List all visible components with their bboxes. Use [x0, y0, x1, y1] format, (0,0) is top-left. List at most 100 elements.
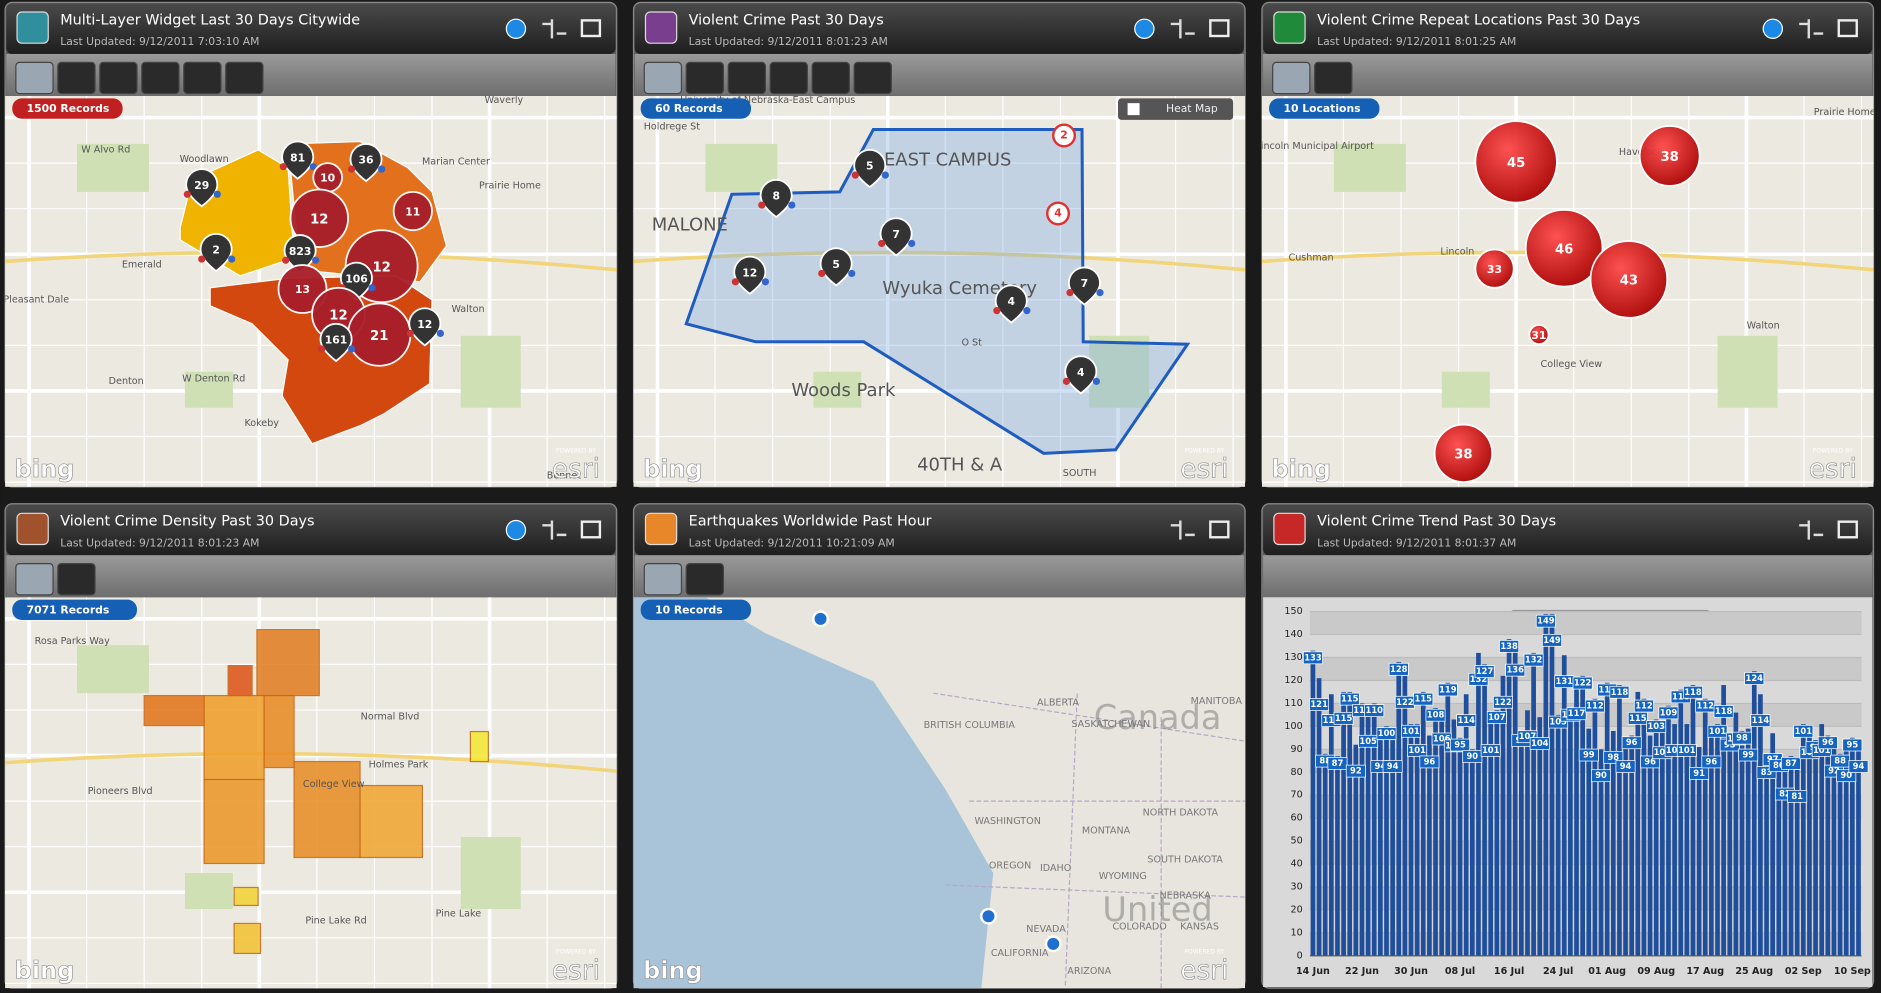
bar — [1837, 753, 1843, 956]
share-button[interactable] — [1170, 520, 1195, 540]
bar — [1500, 675, 1506, 956]
maximize-button[interactable] — [1837, 520, 1858, 539]
value-label-box — [1486, 711, 1507, 724]
toolbar-tab[interactable] — [183, 61, 222, 95]
share-button[interactable] — [542, 19, 567, 39]
cluster-circle[interactable] — [1474, 120, 1558, 204]
bar — [1359, 703, 1365, 956]
locate-button[interactable] — [1762, 18, 1783, 39]
toolbar-tab[interactable] — [1272, 61, 1311, 95]
records-badge — [640, 599, 752, 621]
cluster-count: 12 — [742, 266, 757, 279]
share-button[interactable] — [1799, 19, 1824, 39]
y-tick-label: 60 — [1290, 813, 1302, 824]
place-label: W Alvo Rd — [81, 144, 130, 155]
cluster-pin[interactable] — [1067, 266, 1101, 306]
cluster-pin[interactable] — [1064, 355, 1098, 395]
toolbar-tab[interactable] — [727, 61, 767, 95]
locate-button[interactable] — [505, 519, 527, 541]
cluster-count: 7 — [892, 228, 900, 241]
x-tick-label: 22 Jun — [1345, 966, 1379, 977]
toolbar-tab[interactable] — [15, 61, 54, 95]
cluster-pin[interactable] — [1046, 201, 1071, 226]
panel-updated: Last Updated: 9/12/2011 10:21:09 AM — [689, 536, 895, 549]
bar — [1568, 708, 1573, 956]
cluster-pin[interactable] — [994, 284, 1028, 324]
cluster-circle[interactable] — [277, 264, 328, 314]
cluster-circle[interactable] — [1474, 248, 1515, 289]
toolbar-tab[interactable] — [141, 61, 180, 95]
share-button[interactable] — [1799, 520, 1824, 540]
cluster-circle[interactable] — [1638, 125, 1701, 187]
toolbar-tab[interactable] — [853, 61, 892, 95]
y-tick-label: 140 — [1284, 629, 1302, 640]
toolbar-tab[interactable] — [99, 61, 138, 95]
toolbar-tab[interactable] — [57, 563, 96, 596]
value-label-box — [1499, 640, 1520, 653]
cluster-pin[interactable] — [853, 149, 887, 189]
toolbar-tab[interactable] — [15, 563, 54, 596]
value-label: 87 — [1332, 758, 1344, 768]
toolbar-tab[interactable] — [643, 563, 683, 596]
cluster-pin[interactable] — [185, 168, 219, 208]
grid-band — [1309, 657, 1862, 681]
cluster-circle[interactable] — [1589, 240, 1669, 319]
cluster-pin[interactable] — [1052, 123, 1077, 148]
value-label: 101 — [1813, 745, 1831, 755]
maximize-button[interactable] — [580, 19, 602, 38]
value-label: 96 — [1424, 756, 1436, 766]
heatmap-toggle[interactable] — [1117, 98, 1234, 120]
toolbar-tab[interactable] — [769, 61, 808, 95]
place-label: MONTANA — [1082, 826, 1131, 837]
toolbar-tab[interactable] — [685, 563, 725, 596]
maximize-button[interactable] — [580, 520, 602, 539]
value-label-box — [1640, 755, 1661, 769]
panel-updated: Last Updated: 9/12/2011 8:01:23 AM — [60, 536, 259, 549]
panel-title: Multi-Layer Widget Last 30 Days Citywide — [60, 12, 360, 28]
heatmap-checkbox[interactable] — [1127, 103, 1140, 116]
cluster-circle[interactable] — [1433, 423, 1494, 484]
maximize-button[interactable] — [1209, 520, 1230, 539]
maximize-button[interactable] — [1837, 19, 1858, 38]
place-label: Holmes Park — [369, 760, 429, 771]
locate-button[interactable] — [505, 18, 527, 39]
cluster-pin[interactable] — [283, 234, 317, 274]
toolbar-tab[interactable] — [643, 61, 683, 95]
cluster-pin[interactable] — [199, 233, 233, 273]
cluster-pin[interactable] — [819, 247, 853, 287]
cluster-count: 823 — [289, 245, 312, 258]
share-button[interactable] — [1170, 19, 1195, 39]
cluster-count: 38 — [1660, 150, 1678, 165]
density-block — [233, 886, 259, 907]
share-button[interactable] — [542, 520, 567, 540]
place-label: Pleasant Dale — [3, 294, 69, 305]
toolbar-tab[interactable] — [685, 61, 725, 95]
cluster-pin[interactable] — [733, 255, 767, 295]
bar — [1537, 717, 1543, 956]
bar — [1494, 710, 1500, 956]
cluster-pin[interactable] — [349, 143, 383, 183]
cluster-pin[interactable] — [879, 217, 913, 257]
maximize-button[interactable] — [1209, 19, 1230, 38]
cluster-circle[interactable] — [392, 190, 433, 232]
bar — [1764, 765, 1769, 956]
pin-dot — [993, 307, 1001, 315]
cluster-count: 106 — [345, 272, 368, 285]
bar — [1469, 749, 1475, 956]
place-label: Lincoln — [1440, 246, 1474, 257]
cluster-circle[interactable] — [289, 188, 349, 248]
toolbar-tab[interactable] — [1314, 61, 1353, 95]
cluster-circle[interactable] — [1524, 208, 1604, 288]
cluster-pin[interactable] — [759, 179, 793, 219]
toolbar-tab[interactable] — [225, 61, 264, 95]
cluster-pin[interactable] — [408, 307, 442, 347]
value-label: 118 — [1611, 687, 1629, 697]
powered-by: POWERED BY — [1184, 949, 1224, 956]
value-label-box — [1658, 706, 1679, 720]
locate-button[interactable] — [1134, 18, 1155, 39]
toolbar-tab[interactable] — [811, 61, 850, 95]
cluster-circle[interactable] — [1528, 324, 1550, 346]
cluster-pin[interactable] — [319, 322, 353, 363]
cluster-pin[interactable] — [281, 140, 315, 180]
toolbar-tab[interactable] — [57, 61, 96, 95]
